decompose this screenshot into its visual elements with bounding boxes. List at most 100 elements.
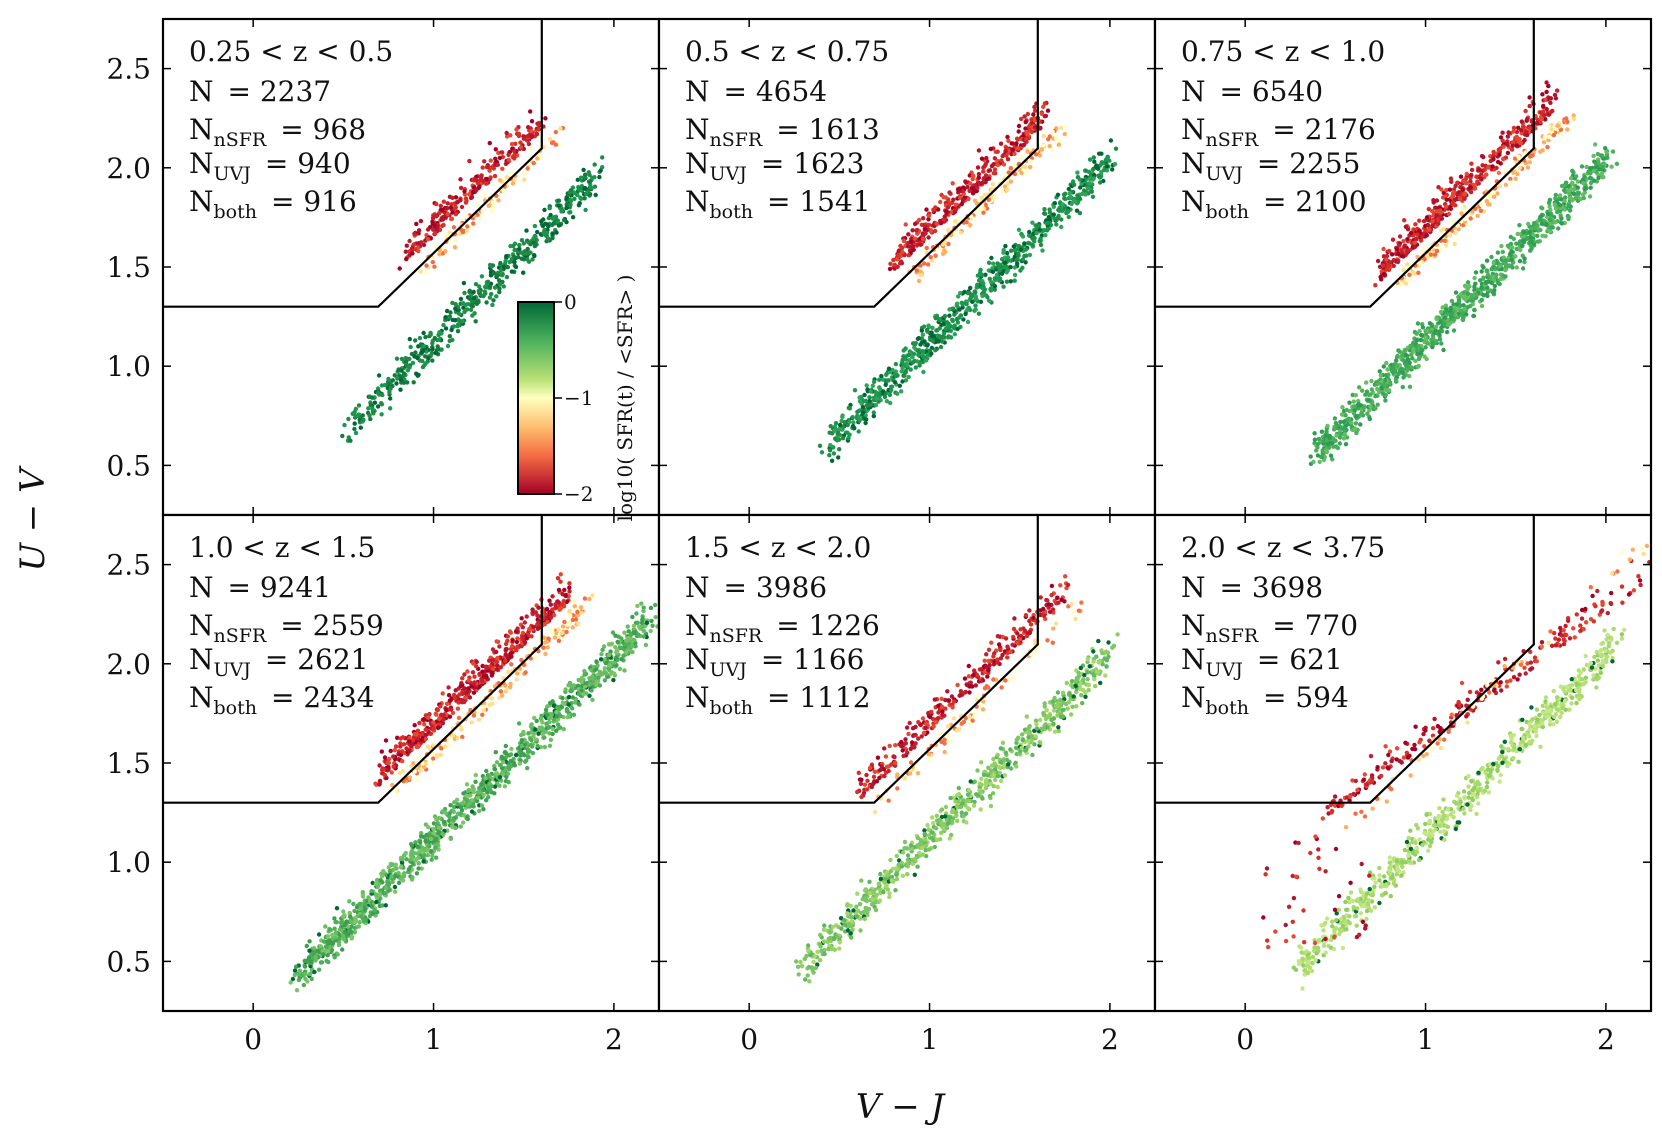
data-point: [975, 273, 981, 278]
data-point: [1012, 272, 1018, 278]
data-point: [1073, 199, 1078, 205]
data-point: [992, 167, 998, 172]
data-point: [1062, 191, 1068, 196]
data-point: [648, 628, 653, 634]
data-point: [1423, 345, 1428, 350]
data-point: [493, 750, 498, 755]
data-point: [585, 189, 591, 194]
data-point: [1514, 265, 1520, 270]
data-point: [984, 155, 989, 161]
data-point: [850, 424, 856, 429]
data-point: [436, 847, 441, 852]
data-point: [437, 330, 442, 335]
data-point: [1567, 208, 1573, 213]
data-point: [346, 435, 351, 440]
data-point: [927, 222, 932, 228]
data-point: [547, 206, 552, 211]
data-point: [579, 688, 584, 693]
data-point: [1067, 191, 1072, 196]
data-point: [1060, 208, 1065, 213]
data-point: [1110, 167, 1115, 172]
data-point: [1077, 210, 1083, 216]
data-point: [499, 272, 505, 278]
data-point: [1559, 132, 1564, 137]
data-point: [1430, 219, 1435, 224]
data-point: [1045, 108, 1051, 113]
data-point: [1592, 159, 1597, 164]
data-point: [423, 334, 428, 340]
data-point: [925, 342, 930, 347]
data-point: [1386, 249, 1392, 254]
data-point: [950, 181, 955, 186]
data-point: [1401, 375, 1406, 380]
data-point: [1333, 438, 1338, 443]
data-point: [352, 919, 358, 925]
data-point: [341, 937, 347, 942]
data-point: [445, 343, 451, 349]
data-point: [1588, 180, 1594, 186]
data-point: [874, 396, 880, 401]
data-point: [399, 864, 404, 869]
data-point: [476, 202, 481, 207]
data-point: [892, 262, 897, 267]
data-point: [529, 119, 535, 124]
data-point: [969, 292, 974, 298]
data-point: [1411, 227, 1416, 232]
data-point: [448, 836, 453, 841]
data-point: [431, 831, 436, 836]
data-point: [388, 386, 393, 391]
data-point: [565, 708, 570, 713]
data-point: [428, 849, 434, 854]
data-point: [1520, 124, 1526, 129]
data-point: [1549, 127, 1554, 132]
data-point: [582, 196, 587, 201]
data-point: [1396, 251, 1401, 256]
data-point: [1056, 142, 1062, 147]
data-point: [381, 868, 386, 874]
data-point: [1540, 148, 1545, 153]
data-point: [465, 224, 470, 229]
data-point: [1604, 149, 1609, 154]
data-point: [595, 663, 600, 668]
data-point: [506, 780, 511, 785]
data-point: [416, 866, 421, 871]
data-point: [1063, 124, 1069, 129]
data-point: [499, 267, 504, 273]
data-point: [1564, 116, 1569, 121]
data-point: [500, 756, 506, 761]
data-point: [1441, 347, 1446, 353]
data-point: [851, 420, 856, 425]
data-point: [1453, 203, 1458, 208]
data-point: [542, 735, 547, 740]
data-point: [1418, 261, 1423, 266]
data-point: [435, 842, 440, 847]
data-point: [1432, 328, 1438, 333]
data-point: [1600, 175, 1605, 180]
data-point: [1379, 386, 1384, 391]
data-point: [375, 404, 381, 409]
data-point: [582, 684, 588, 689]
data-point: [1353, 421, 1359, 426]
data-point: [403, 356, 408, 361]
data-point: [548, 602, 553, 607]
data-point: [1609, 164, 1614, 169]
data-point: [980, 293, 985, 299]
data-point: [1469, 161, 1474, 166]
data-point: [517, 246, 522, 252]
data-point: [1510, 265, 1515, 270]
data-point: [1468, 185, 1473, 190]
data-point: [532, 242, 538, 247]
data-point: [1471, 313, 1477, 319]
data-point: [940, 251, 946, 256]
data-point: [494, 760, 500, 765]
data-point: [434, 855, 439, 860]
data-point: [996, 264, 1001, 269]
data-point: [547, 137, 553, 142]
data-point: [1490, 274, 1496, 280]
data-point: [1490, 265, 1496, 270]
data-point: [1315, 453, 1321, 458]
data-point: [1369, 378, 1374, 384]
data-point: [390, 879, 395, 885]
data-point: [495, 273, 500, 278]
